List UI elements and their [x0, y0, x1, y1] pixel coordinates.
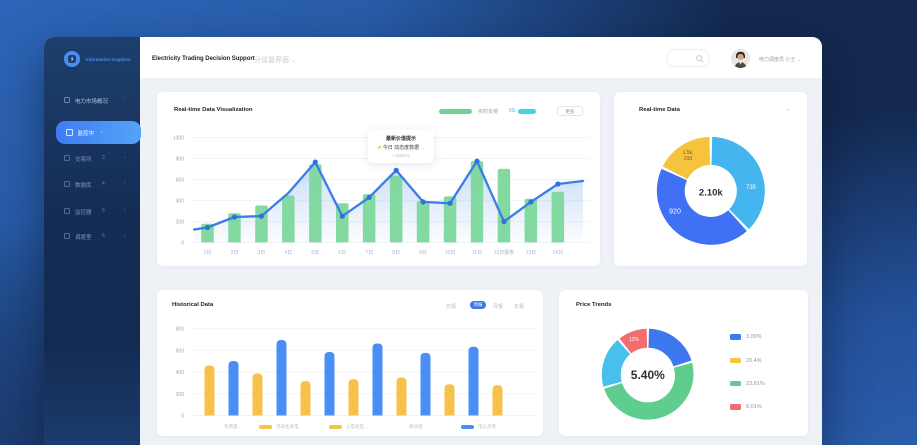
svg-text:7日: 7日 [365, 250, 373, 256]
svg-text:200: 200 [176, 392, 185, 398]
svg-text:200: 200 [176, 220, 185, 226]
svg-text:6日: 6日 [338, 250, 346, 256]
svg-text:4日: 4日 [284, 250, 292, 256]
svg-text:12%: 12% [629, 337, 640, 343]
svg-text:14日: 14日 [553, 250, 564, 256]
svg-text:735: 735 [746, 185, 757, 191]
svg-text:1.5k,: 1.5k, [683, 150, 694, 156]
svg-text:9日: 9日 [419, 250, 427, 256]
svg-text:2日: 2日 [231, 250, 239, 256]
svg-text:1000: 1000 [173, 136, 184, 142]
svg-text:5.40%: 5.40% [631, 368, 665, 382]
svg-text:400: 400 [176, 199, 185, 205]
svg-text:5日: 5日 [311, 250, 319, 256]
svg-text:800: 800 [176, 157, 185, 163]
svg-text:2.10k: 2.10k [699, 188, 723, 199]
svg-text:600: 600 [176, 348, 185, 354]
svg-text:600: 600 [176, 178, 185, 184]
svg-text:0: 0 [181, 414, 184, 420]
svg-text:11日: 11日 [472, 250, 482, 256]
svg-text:400: 400 [176, 370, 185, 376]
svg-text:920: 920 [669, 209, 681, 216]
svg-text:13日: 13日 [526, 250, 537, 256]
svg-text:10日: 10日 [445, 250, 456, 256]
svg-text:12日报表: 12日报表 [494, 249, 515, 256]
svg-text:800: 800 [176, 327, 185, 333]
svg-text:3日: 3日 [258, 250, 266, 256]
svg-text:1日: 1日 [204, 250, 212, 256]
svg-text:0: 0 [181, 241, 184, 247]
svg-text:210: 210 [684, 156, 693, 162]
svg-text:8日: 8日 [392, 250, 400, 256]
